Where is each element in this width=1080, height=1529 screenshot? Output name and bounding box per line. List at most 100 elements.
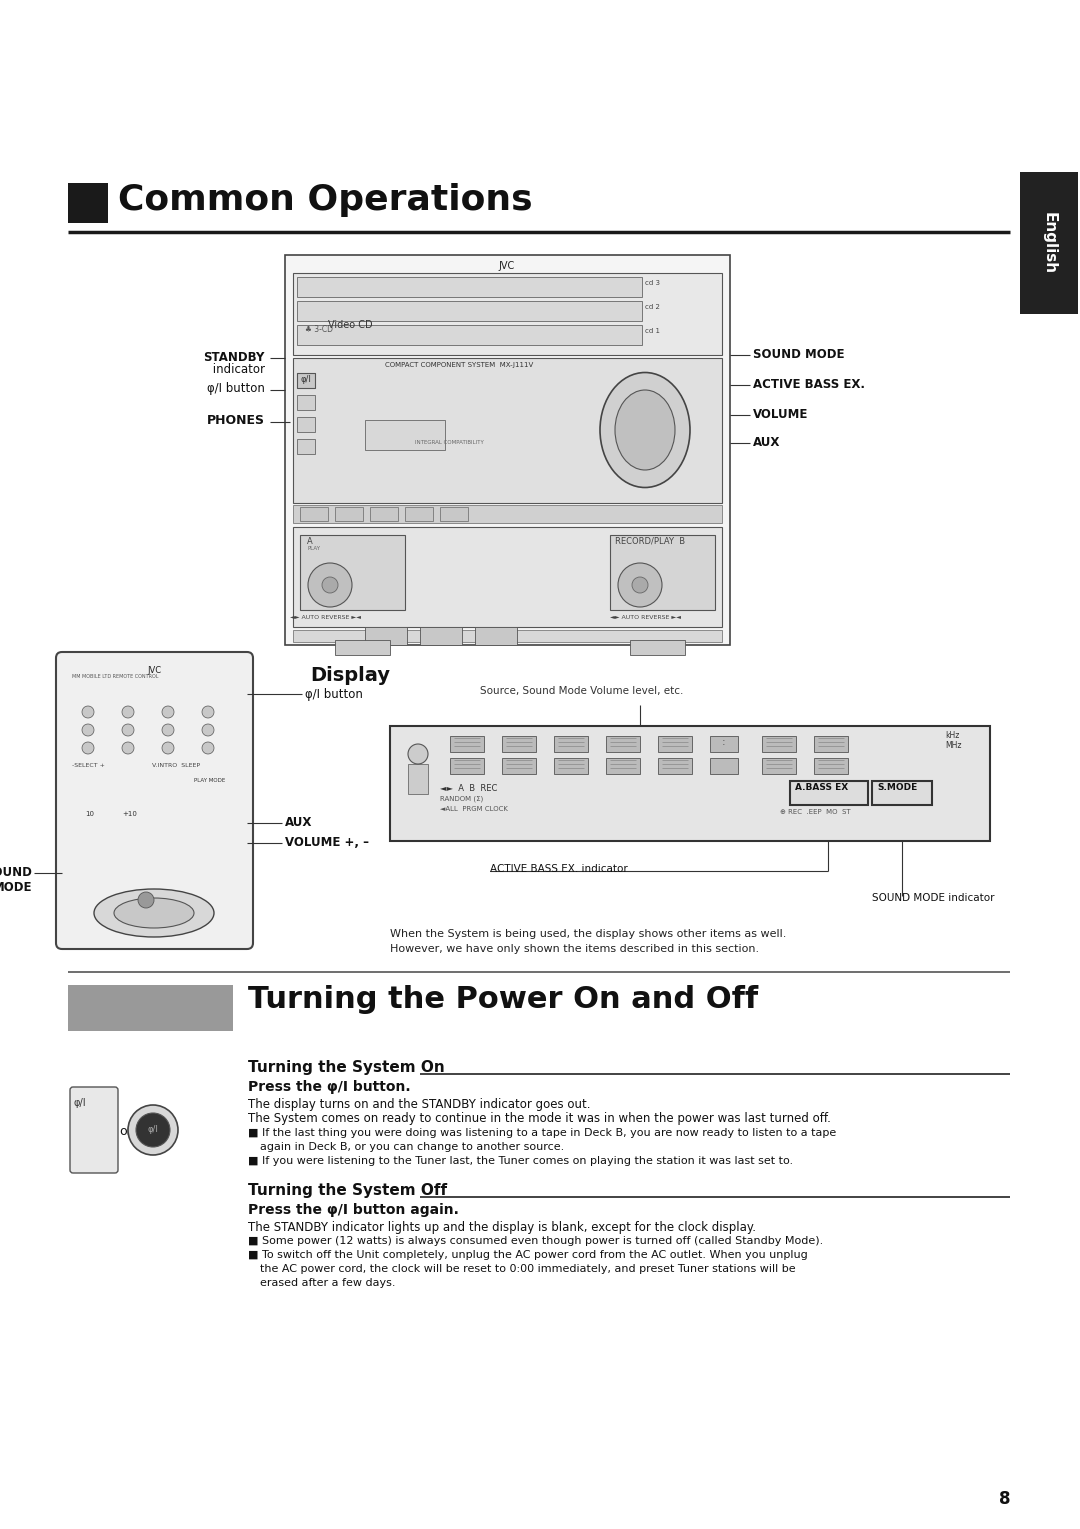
Bar	[300, 508, 328, 521]
Text: Press the φ/I button.: Press the φ/I button.	[248, 1079, 410, 1095]
Text: AUX: AUX	[285, 816, 312, 829]
Text: SOUND MODE: SOUND MODE	[753, 349, 845, 361]
Bar	[200, 829, 235, 842]
Bar	[68, 183, 108, 223]
Bar	[200, 846, 235, 859]
Text: ■ Some power (12 watts) is always consumed even though power is turned off (call: ■ Some power (12 watts) is always consum…	[248, 1235, 823, 1246]
Bar	[156, 687, 191, 699]
Text: However, we have only shown the items described in this section.: However, we have only shown the items de…	[390, 943, 759, 954]
Bar	[606, 758, 640, 774]
Circle shape	[632, 576, 648, 593]
Bar	[200, 864, 235, 878]
Text: -SELECT +: -SELECT +	[72, 763, 105, 768]
Text: STANDBY: STANDBY	[204, 352, 265, 364]
Bar	[297, 394, 315, 410]
Bar	[116, 864, 151, 878]
Bar	[610, 535, 715, 610]
Circle shape	[202, 742, 214, 754]
Bar	[502, 758, 536, 774]
Bar	[158, 829, 193, 842]
Bar	[606, 735, 640, 752]
Bar	[335, 508, 363, 521]
Bar	[658, 758, 692, 774]
Text: RECORD/PLAY  B: RECORD/PLAY B	[615, 537, 685, 546]
Text: ■ To switch off the Unit completely, unplug the AC power cord from the AC outlet: ■ To switch off the Unit completely, unp…	[248, 1251, 808, 1260]
Bar	[158, 794, 193, 807]
Bar	[158, 846, 193, 859]
Bar	[405, 508, 433, 521]
Text: φ/I: φ/I	[148, 1125, 159, 1135]
Text: ACTIVE BASS EX.: ACTIVE BASS EX.	[753, 378, 865, 391]
Text: again in Deck B, or you can change to another source.: again in Deck B, or you can change to an…	[260, 1142, 564, 1151]
Bar	[658, 735, 692, 752]
Bar	[762, 735, 796, 752]
Text: the AC power cord, the clock will be reset to 0:00 immediately, and preset Tuner: the AC power cord, the clock will be res…	[260, 1264, 796, 1274]
Circle shape	[618, 563, 662, 607]
Text: V.INTRO  SLEEP: V.INTRO SLEEP	[152, 763, 200, 768]
Circle shape	[202, 706, 214, 719]
Bar	[72, 687, 107, 699]
Ellipse shape	[615, 390, 675, 469]
Bar	[297, 373, 315, 388]
Text: 10: 10	[85, 810, 95, 816]
Text: indicator: indicator	[210, 362, 265, 376]
Text: PHONES: PHONES	[207, 414, 265, 427]
Bar	[75, 810, 107, 824]
Text: SOUND MODE indicator: SOUND MODE indicator	[872, 893, 995, 904]
Text: ⊕ REC  .EEP  MO  ST: ⊕ REC .EEP MO ST	[780, 809, 851, 815]
Bar	[183, 777, 237, 806]
Text: INTEGRAL COMPATIBILITY: INTEGRAL COMPATIBILITY	[415, 440, 484, 445]
Bar	[710, 735, 738, 752]
Circle shape	[162, 706, 174, 719]
Bar	[1020, 171, 1078, 313]
Bar	[762, 758, 796, 774]
Bar	[814, 758, 848, 774]
Text: φ/I: φ/I	[73, 1098, 85, 1109]
Text: 8: 8	[999, 1489, 1010, 1508]
Text: or: or	[120, 1125, 133, 1138]
Bar	[335, 641, 390, 654]
Bar	[158, 920, 193, 936]
Circle shape	[162, 742, 174, 754]
Bar	[116, 846, 151, 859]
Bar	[293, 630, 723, 642]
Bar	[440, 508, 468, 521]
Bar	[75, 829, 109, 842]
Text: +10: +10	[122, 810, 137, 816]
Bar	[408, 764, 428, 794]
Bar	[116, 829, 151, 842]
Bar	[116, 904, 151, 917]
Bar	[300, 535, 405, 610]
Text: Video CD: Video CD	[327, 320, 373, 330]
Bar	[75, 864, 109, 878]
Bar	[297, 439, 315, 454]
Bar	[297, 277, 642, 297]
Bar	[138, 881, 154, 920]
Circle shape	[122, 706, 134, 719]
Text: ■ If the last thing you were doing was listening to a tape in Deck B, you are no: ■ If the last thing you were doing was l…	[248, 1128, 836, 1138]
Text: φ/I button: φ/I button	[305, 688, 363, 700]
Bar	[420, 627, 462, 645]
Text: The STANDBY indicator lights up and the display is blank, except for the clock d: The STANDBY indicator lights up and the …	[248, 1222, 756, 1234]
Bar	[390, 726, 990, 841]
Text: Press the φ/I button again.: Press the φ/I button again.	[248, 1203, 459, 1217]
Bar	[75, 920, 109, 936]
Bar	[285, 255, 730, 645]
Bar	[554, 758, 588, 774]
Ellipse shape	[114, 898, 194, 928]
Circle shape	[202, 725, 214, 735]
Text: AUX: AUX	[753, 436, 781, 450]
Bar	[200, 904, 235, 917]
Text: erased after a few days.: erased after a few days.	[260, 1278, 395, 1287]
Text: PLAY: PLAY	[307, 546, 320, 550]
Text: φ/I button: φ/I button	[207, 382, 265, 394]
Text: ACTIVE BASS EX. indicator: ACTIVE BASS EX. indicator	[490, 864, 627, 875]
FancyBboxPatch shape	[56, 651, 253, 950]
Bar	[630, 641, 685, 654]
Text: JVC: JVC	[147, 667, 161, 674]
Bar	[789, 781, 868, 804]
Circle shape	[82, 706, 94, 719]
Bar	[365, 627, 407, 645]
Text: VOLUME: VOLUME	[753, 408, 808, 420]
Bar	[297, 417, 315, 433]
